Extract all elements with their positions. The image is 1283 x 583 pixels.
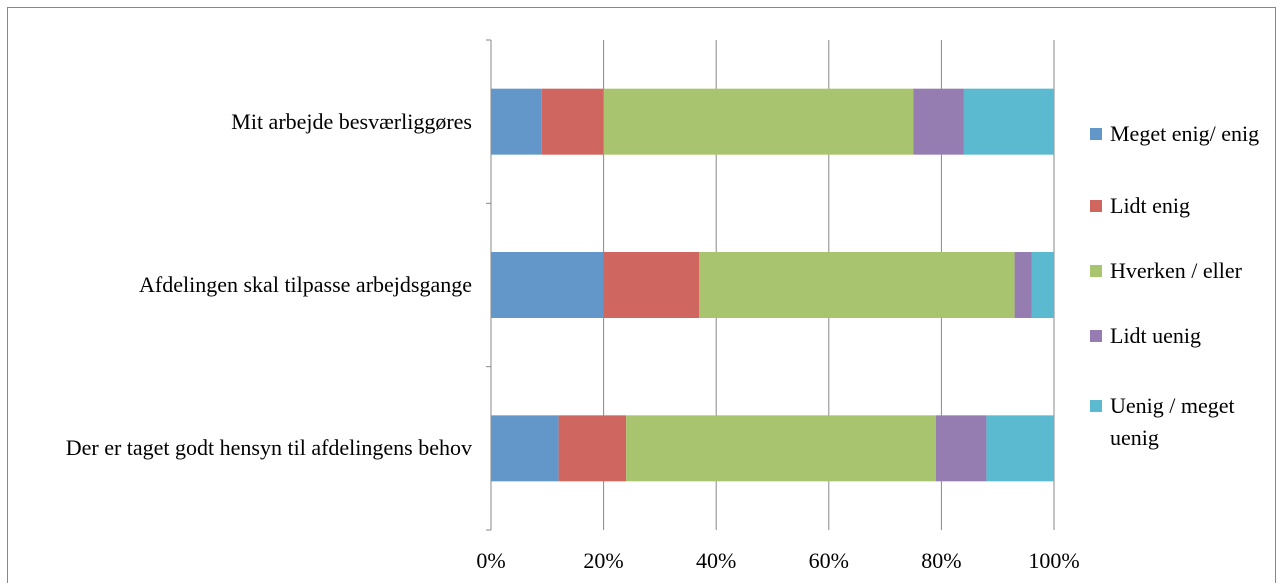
legend-item: Uenig / meget uenig	[1090, 390, 1270, 454]
category-label-box: Der er taget godt hensyn til afdelingens…	[12, 432, 472, 464]
bar-segment	[913, 88, 964, 155]
x-tick-label: 100%	[1028, 548, 1079, 573]
legend-item: Lidt enig	[1090, 190, 1270, 222]
legend-swatch	[1090, 330, 1102, 342]
bar-segment	[1014, 252, 1032, 318]
x-tick-label: 40%	[696, 548, 736, 573]
bar-segment	[986, 415, 1054, 482]
x-tick-label: 20%	[583, 548, 623, 573]
bar-segment	[491, 252, 604, 318]
category-label: Der er taget godt hensyn til afdelingens…	[65, 435, 472, 461]
category-label-box: Mit arbejde besværliggøres	[12, 106, 472, 138]
category-label: Afdelingen skal tilpasse arbejdsgange	[139, 272, 472, 297]
bar-segment	[603, 88, 914, 155]
x-tick-label: 0%	[476, 548, 505, 573]
legend-label: Lidt uenig	[1110, 323, 1202, 348]
legend-swatch	[1090, 265, 1102, 277]
legend-label: Uenig / meget uenig	[1110, 393, 1235, 450]
bar-segment	[963, 88, 1054, 155]
bar-segment	[491, 415, 559, 482]
bar-segment	[1031, 252, 1054, 318]
legend-item: Lidt uenig	[1090, 320, 1270, 352]
legend-swatch	[1090, 128, 1102, 140]
x-tick-label: 60%	[809, 548, 849, 573]
legend-item: Meget enig/ enig	[1090, 118, 1270, 150]
bar-segment	[935, 415, 987, 482]
legend-label: Meget enig/ enig	[1110, 121, 1260, 146]
bar-segment	[541, 88, 604, 155]
category-label-box: Afdelingen skal tilpasse arbejdsgange	[12, 269, 472, 301]
frame	[7, 7, 1276, 583]
legend-item: Hverken / eller	[1090, 255, 1270, 287]
legend-swatch	[1090, 400, 1102, 412]
bar-segment	[491, 88, 542, 155]
legend-label: Hverken / eller	[1110, 258, 1242, 283]
bar-segment	[558, 415, 627, 482]
x-tick-label: 80%	[921, 548, 961, 573]
bar-segment	[626, 415, 936, 482]
legend-swatch	[1090, 200, 1102, 212]
bar-segment	[699, 252, 1015, 318]
legend-label: Lidt enig	[1110, 193, 1191, 218]
bar-segment	[603, 252, 700, 318]
category-label: Mit arbejde besværliggøres	[231, 108, 472, 134]
